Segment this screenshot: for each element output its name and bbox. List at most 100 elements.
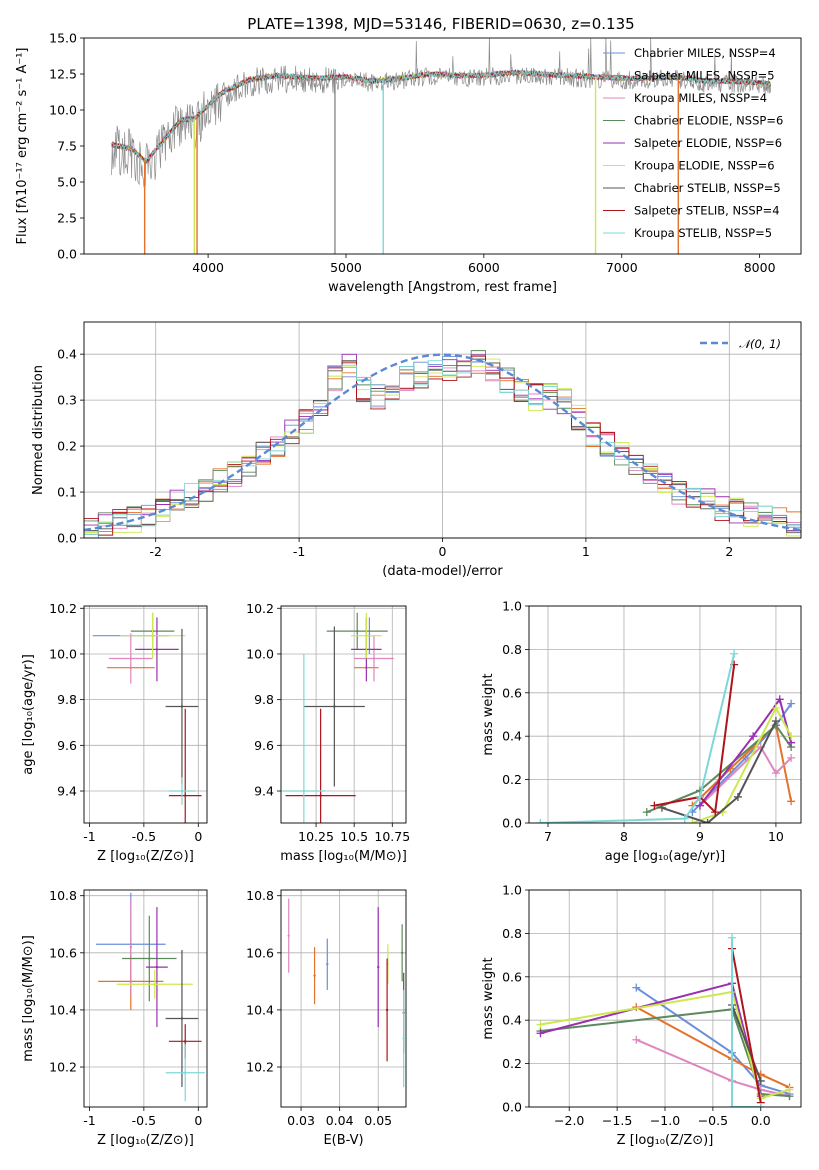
x-tick-label: 0 — [194, 829, 202, 844]
y-tick-label: 9.4 — [57, 784, 77, 799]
y-tick-label: 9.8 — [57, 692, 77, 707]
y-tick-label: 10.8 — [49, 888, 77, 903]
y-tick-label: 0.4 — [502, 1013, 522, 1028]
x-tick-label: -1 — [83, 1113, 95, 1128]
point-chabrier-stelib — [180, 1017, 184, 1020]
weight-marker-kroupa-stelib — [728, 933, 737, 942]
y-tick-label: 0.2 — [502, 1056, 522, 1071]
y-tick-label: 0.2 — [57, 439, 77, 454]
y-tick-label: 0.8 — [502, 926, 522, 941]
legend-label-salpeter-stelib: Salpeter STELIB, NSSP=4 — [634, 204, 780, 218]
y-axis-label: Normed distribution — [31, 365, 46, 495]
y-tick-label: 0.4 — [502, 729, 522, 744]
grid — [529, 605, 801, 824]
legend-label-kroupa-stelib: Kroupa STELIB, NSSP=5 — [634, 226, 772, 240]
y-tick-label: 10.2 — [49, 1060, 77, 1075]
y-tick-label: 10.0 — [49, 103, 77, 118]
weight-line-kroupa-miles — [699, 745, 792, 807]
weight-marker-kroupa-elodie — [785, 1085, 794, 1094]
x-tick-label: 7000 — [606, 260, 638, 275]
weight-line-salpeter-stelib — [654, 664, 736, 815]
axes-frame — [280, 605, 407, 824]
weight-marker-salpeter-elodie — [536, 1029, 545, 1038]
axes-frame — [83, 605, 208, 824]
plot-mass-vs-ebv: 0.03 0.04 0.05 10.2 10.4 10.6 10.8 E(B-V) — [246, 888, 407, 1148]
plot-area — [84, 350, 801, 538]
point-salpeter-stelib — [184, 794, 187, 797]
plot-area — [95, 892, 205, 1102]
x-tick-label: −1.5 — [602, 1113, 632, 1128]
x-tick-label: 4000 — [192, 260, 224, 275]
weight-marker-kroupa-stelib — [680, 814, 689, 823]
y-tick-label: 10.4 — [246, 1002, 274, 1017]
plot-mass-weight-vs-Z: −2.0 −1.5 −1.0 −0.5 0.0 0.0 0.2 0.4 0.6 0.8 1.0 Z [… — [481, 883, 802, 1148]
weight-line-chabrier-stelib — [731, 1004, 762, 1082]
plot-age-vs-mass: 10.25 10.5 10.75 9.4 9.6 9.8 10.0 10.2 mass [log… — [246, 601, 410, 864]
weight-line-chabrier-miles — [635, 986, 790, 1095]
legend-label-kroupa-miles: Kroupa MILES, NSSP=4 — [634, 91, 767, 105]
weight-marker-kroupa-stelib — [728, 1103, 737, 1107]
y-tick-label: 0.3 — [57, 393, 77, 408]
x-axis-label: Z [log₁₀(Z/Z⊙)] — [617, 1133, 714, 1148]
plots-layer: 4000 5000 6000 7000 80000.02.55.07.510.012.5… — [15, 31, 802, 1148]
y-tick-label: 0.2 — [502, 772, 522, 787]
y-tick-label: 10.2 — [246, 601, 274, 616]
axes-frame — [83, 37, 802, 255]
x-axis-label: wavelength [Angstrom, rest frame] — [328, 280, 557, 295]
x-tick-label: 0.0 — [751, 1113, 771, 1128]
y-tick-label: 0.0 — [502, 1100, 522, 1115]
point-kroupa-miles — [287, 934, 290, 937]
axes-frame — [83, 321, 802, 539]
weight-line-salpeter-stelib — [731, 948, 762, 1103]
x-tick-label: −0.5 — [698, 1113, 728, 1128]
point-kroupa-stelib — [184, 1071, 187, 1074]
point-kroupa-miles — [129, 945, 133, 949]
y-axis-label: mass weight — [481, 673, 496, 755]
point-salpeter-stelib — [184, 1040, 187, 1043]
y-tick-label: 15.0 — [49, 31, 77, 46]
point-chabrier-stelib — [180, 705, 184, 708]
legend-label-salpeter-miles: Salpeter MILES, NSSP=5 — [634, 69, 775, 83]
weight-marker-salpeter-elodie — [775, 695, 784, 704]
weight-marker-chabrier-miles — [632, 983, 641, 992]
x-tick-label: 10.75 — [374, 829, 410, 844]
observed-spectrum-line — [111, 38, 772, 188]
y-axis-label: Flux [fλ10⁻¹⁷ erg cm⁻² s⁻¹ A⁻¹] — [15, 48, 30, 245]
y-tick-label: 1.0 — [502, 599, 522, 614]
y-axis-label: age [log₁₀(age/yr)] — [21, 654, 36, 775]
point-kroupa-miles — [372, 657, 376, 660]
point-salpeter-elodie — [155, 648, 159, 651]
x-axis-label: mass [log₁₀(M/M⊙)] — [280, 849, 407, 864]
x-tick-label: 8000 — [744, 260, 776, 275]
point-kroupa-miles — [129, 657, 133, 660]
y-axis-label: mass [log₁₀(M/M⊙)] — [21, 935, 36, 1062]
point-chabrier-miles — [326, 963, 329, 966]
x-tick-label: -0.5 — [132, 1113, 156, 1128]
y-tick-label: 10.2 — [246, 1060, 274, 1075]
legend-label-chabrier-miles: Chabrier MILES, NSSP=4 — [634, 46, 776, 60]
x-tick-label: -1 — [293, 544, 305, 559]
y-axis-label: mass weight — [481, 957, 496, 1039]
grid — [281, 890, 406, 1107]
y-tick-label: 9.6 — [57, 738, 77, 753]
x-tick-label: 0 — [194, 1113, 202, 1128]
point-salpeter-elodie — [377, 965, 380, 969]
x-axis-label: age [log₁₀(age/yr)] — [605, 849, 726, 864]
legend-label-gaussian: 𝒩(0, 1) — [739, 337, 781, 351]
x-tick-label: 10.5 — [340, 829, 368, 844]
x-tick-label: 8 — [620, 829, 628, 844]
y-tick-label: 10.8 — [246, 888, 274, 903]
x-tick-label: −2.0 — [554, 1113, 584, 1128]
point-kroupa-elodie — [365, 634, 368, 637]
x-tick-label: 0 — [439, 544, 447, 559]
x-tick-label: -1 — [83, 829, 95, 844]
weight-marker-chabrier-stelib — [733, 792, 742, 801]
x-axis-label: E(B-V) — [323, 1133, 363, 1148]
weight-line-chabrier-elodie — [540, 1008, 790, 1098]
weight-marker-kroupa-elodie — [688, 819, 697, 823]
weight-marker-kroupa-stelib — [730, 649, 739, 658]
y-tick-label: 10.0 — [49, 646, 77, 661]
weight-line-kroupa-stelib — [731, 937, 761, 1107]
weight-marker-kroupa-miles — [787, 753, 796, 762]
plot-area — [111, 38, 772, 254]
